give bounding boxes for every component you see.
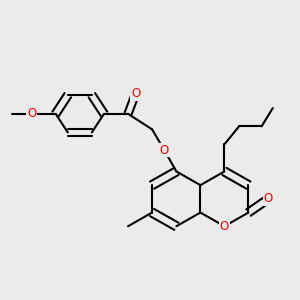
Text: O: O xyxy=(27,107,36,120)
Text: O: O xyxy=(264,192,273,205)
Text: O: O xyxy=(131,87,140,100)
Text: O: O xyxy=(220,220,229,233)
Text: O: O xyxy=(160,143,169,157)
